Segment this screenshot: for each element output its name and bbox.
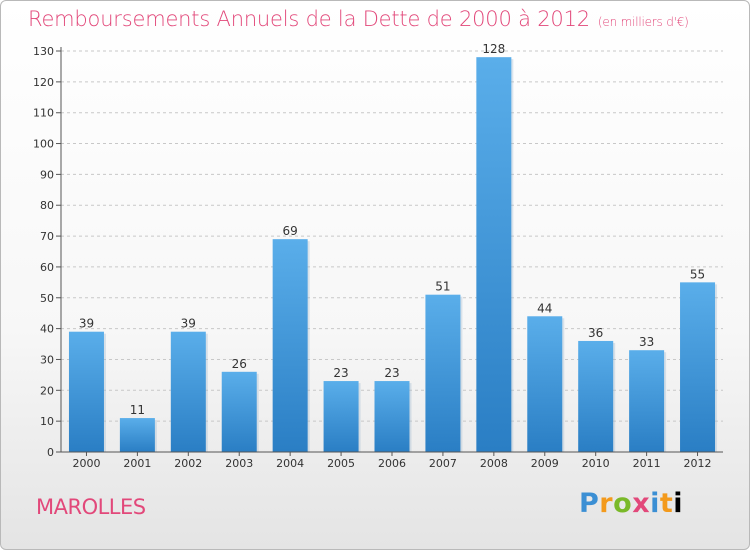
- bar-2003: [221, 371, 257, 452]
- data-label: 33: [639, 335, 654, 349]
- y-tick-label: 20: [40, 384, 54, 397]
- bar-2009: [527, 316, 563, 452]
- data-label: 128: [482, 42, 505, 56]
- bar-2010: [578, 340, 614, 452]
- axis-layer: 0 10 20 30 40 50 60 70 80 90 100 110 120 130 2000 2001 2…: [33, 45, 723, 470]
- x-tick-label: 2011: [633, 457, 661, 470]
- chart-title: Remboursements Annuels de la Dette de 20…: [28, 7, 689, 31]
- bar-2000: [68, 331, 104, 452]
- y-tick-label: 110: [33, 107, 54, 120]
- bar-2004: [272, 239, 308, 452]
- bar-2005: [323, 381, 359, 452]
- data-label: 51: [435, 280, 450, 294]
- data-label: 23: [384, 366, 399, 380]
- x-tick-label: 2003: [225, 457, 253, 470]
- bar-2011: [629, 350, 665, 452]
- location-name: MAROLLES: [36, 495, 146, 519]
- data-label: 69: [283, 224, 298, 238]
- x-tick-label: 2005: [327, 457, 355, 470]
- x-tick-label: 2000: [72, 457, 100, 470]
- data-label: 39: [79, 317, 94, 331]
- x-tick-label: 2010: [582, 457, 610, 470]
- bar-2001: [119, 418, 155, 452]
- bar-2007: [425, 294, 461, 452]
- data-label: 44: [537, 301, 552, 315]
- bar-2012: [680, 282, 716, 452]
- y-tick-label: 50: [40, 292, 54, 305]
- x-tick-label: 2001: [123, 457, 151, 470]
- y-tick-label: 100: [33, 138, 54, 151]
- data-label: 39: [181, 317, 196, 331]
- y-tick-label: 80: [40, 199, 54, 212]
- y-tick-label: 70: [40, 230, 54, 243]
- x-tick-label: 2012: [684, 457, 712, 470]
- y-tick-label: 0: [47, 446, 54, 459]
- proxiti-logo: Proxiti: [579, 488, 684, 519]
- x-tick-label: 2004: [276, 457, 304, 470]
- chart-unit: (en milliers d'€): [597, 15, 689, 29]
- bar-2006: [374, 381, 410, 452]
- x-tick-label: 2009: [531, 457, 559, 470]
- bar-2008: [476, 57, 512, 453]
- y-tick-label: 30: [40, 353, 54, 366]
- y-tick-label: 60: [40, 261, 54, 274]
- bar-2002: [170, 331, 206, 452]
- y-tick-label: 90: [40, 168, 54, 181]
- y-tick-label: 120: [33, 76, 54, 89]
- y-tick-label: 40: [40, 323, 54, 336]
- y-tick-label: 10: [40, 415, 54, 428]
- label-layer: 39 11 39 26 69 23 23 51 128 44 36 33 55: [79, 42, 705, 417]
- x-tick-label: 2006: [378, 457, 406, 470]
- data-label: 11: [130, 403, 145, 417]
- x-tick-label: 2002: [174, 457, 202, 470]
- data-label: 23: [333, 366, 348, 380]
- data-label: 36: [588, 326, 603, 340]
- y-tick-label: 130: [33, 45, 54, 58]
- data-label: 55: [690, 267, 705, 281]
- x-tick-label: 2007: [429, 457, 457, 470]
- data-label: 26: [232, 357, 247, 371]
- x-tick-label: 2008: [480, 457, 508, 470]
- chart-title-text: Remboursements Annuels de la Dette de 20…: [28, 7, 590, 31]
- bar-layer: [68, 57, 718, 453]
